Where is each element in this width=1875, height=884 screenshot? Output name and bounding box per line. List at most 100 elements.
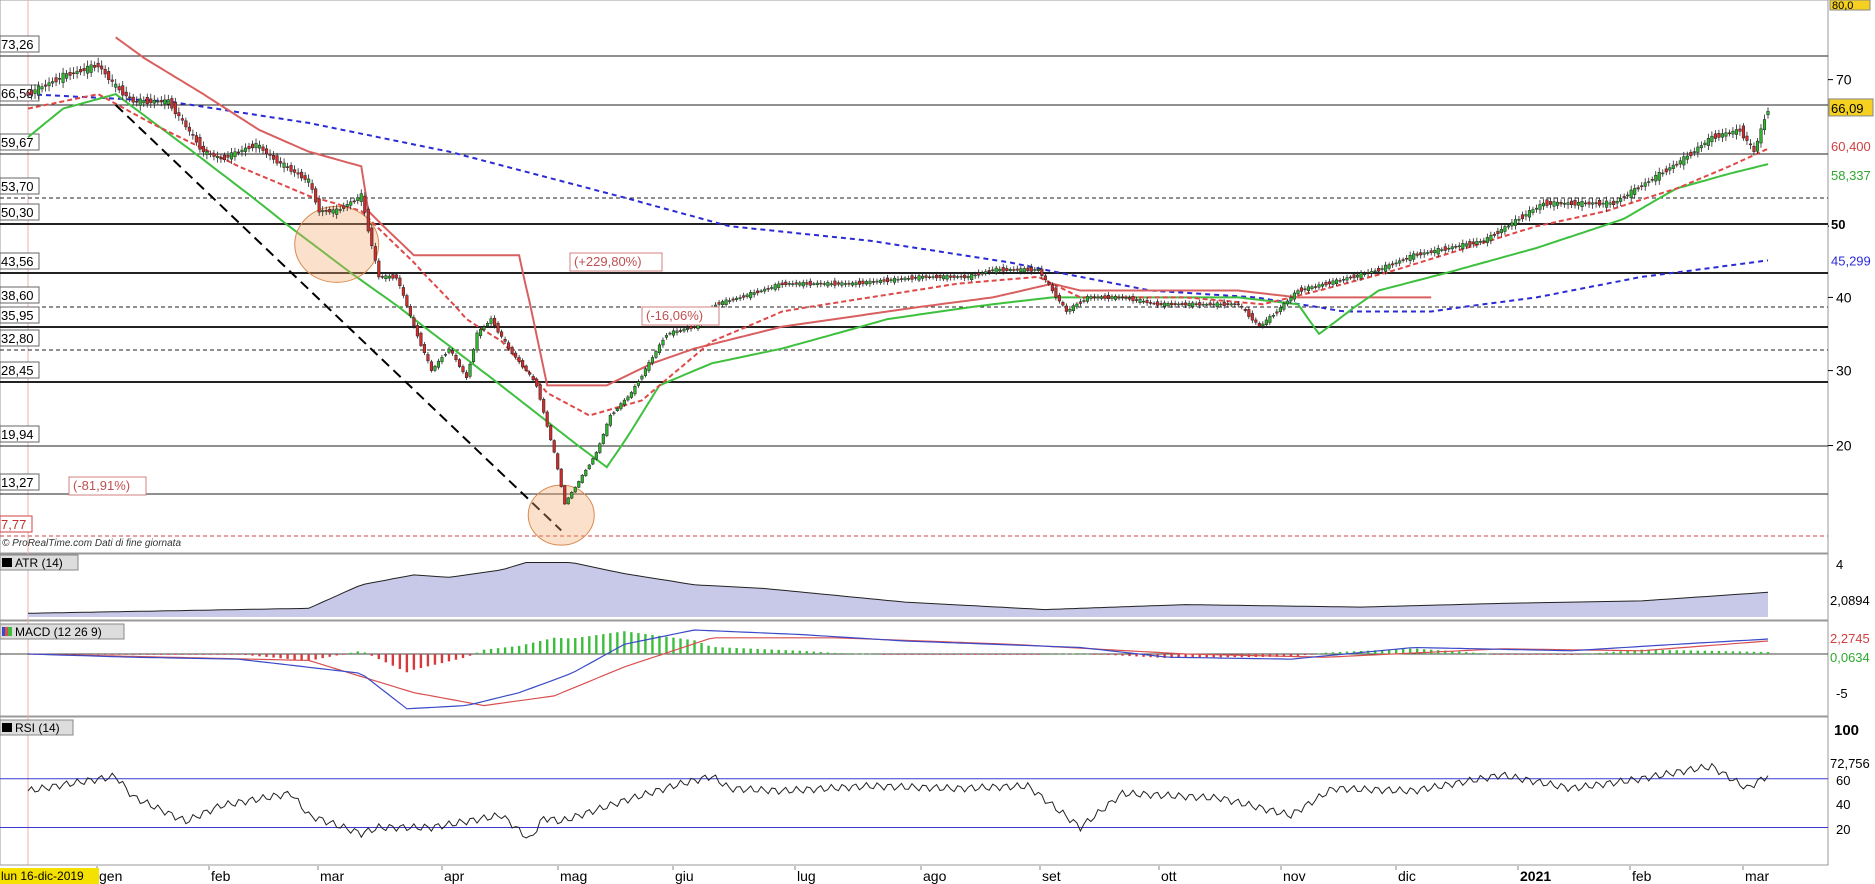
candle-body <box>899 278 904 280</box>
candle-body <box>1201 303 1205 306</box>
candle-body <box>864 281 868 285</box>
macd-hist-bar <box>1030 654 1033 655</box>
candle-body <box>1292 292 1296 300</box>
rsi-label[interactable]: RSI (14) <box>0 719 74 736</box>
candle-body <box>426 354 430 362</box>
candle-body <box>692 326 697 328</box>
candle-body <box>1166 303 1170 307</box>
candle-body <box>566 497 570 505</box>
candle-body <box>1261 323 1265 327</box>
candle-body <box>1050 284 1054 292</box>
candle-body <box>201 145 205 153</box>
candle-body <box>626 396 630 401</box>
candle-body <box>1436 247 1440 255</box>
macd-hist-bar <box>75 654 79 655</box>
macd-hist-bar <box>398 654 402 669</box>
candle-body <box>812 283 816 285</box>
candle-body <box>145 97 149 105</box>
candle-body <box>1177 303 1181 306</box>
macd-hist-bar <box>1072 653 1075 655</box>
candle-body <box>1306 286 1310 292</box>
candle-body <box>219 157 223 160</box>
atr-label[interactable]: ATR (14) <box>0 554 79 571</box>
candle-body <box>142 100 146 104</box>
candle-body <box>1222 301 1226 306</box>
macd-hist-bar <box>1387 649 1391 654</box>
candle-body <box>1219 303 1223 306</box>
candle-body <box>82 68 86 72</box>
level-label: 19,94 <box>1 427 34 442</box>
macd-hist-bar <box>609 633 612 654</box>
candle-body <box>1110 296 1114 299</box>
level-label-box <box>0 473 40 491</box>
candle-body <box>1762 119 1767 131</box>
candle-body <box>1419 252 1423 256</box>
macd-hist-bar <box>945 654 949 655</box>
candle-body <box>1664 168 1668 173</box>
candle-body <box>1654 175 1658 182</box>
candle-body <box>450 350 455 354</box>
candle-body <box>942 275 946 280</box>
candle-body <box>1668 167 1672 171</box>
candle-body <box>1071 305 1075 311</box>
candle-body <box>745 294 749 297</box>
macd-hist-bar <box>475 652 479 654</box>
candle-body <box>131 96 135 103</box>
candle-body <box>272 154 276 160</box>
candle-body <box>1352 274 1356 279</box>
candle-body <box>328 209 332 213</box>
candle-body <box>1212 303 1216 306</box>
candle-body <box>1703 142 1707 146</box>
candle-body <box>840 282 844 286</box>
candle-body <box>742 295 746 298</box>
candle-body <box>152 100 156 104</box>
candle-body <box>984 271 988 274</box>
candle-body <box>714 304 718 307</box>
candle-body <box>422 344 426 354</box>
candle-body <box>1426 252 1430 254</box>
macd-hist-bar <box>1703 650 1707 654</box>
macd-last-value: 2,2745 <box>1830 631 1870 646</box>
candle-body <box>1384 264 1388 272</box>
candle-body <box>1661 172 1665 175</box>
macd-hist-bar <box>896 654 900 655</box>
candle-body <box>317 198 321 213</box>
macd-hist-bar <box>1535 654 1538 655</box>
candle-body <box>1205 303 1209 306</box>
candle-body <box>808 280 812 286</box>
macd-hist-bar <box>1542 654 1545 655</box>
macd-hist-bar <box>560 638 563 654</box>
candle-body <box>110 79 114 82</box>
candle-body <box>780 282 784 286</box>
macd-hist-bar <box>798 650 801 654</box>
macd-hist-bar <box>1142 654 1145 657</box>
macd-hist-bar <box>517 645 521 654</box>
candle-body <box>471 349 476 363</box>
level-label-box <box>0 133 40 151</box>
macd-hist-bar <box>419 654 423 669</box>
macd-hist-bar <box>538 641 542 654</box>
macd-hist-bar <box>980 654 984 655</box>
macd-hist-bar <box>1205 654 1208 658</box>
rsi-panel <box>0 716 1829 866</box>
macd-hist-bar <box>1198 654 1201 658</box>
macd-hist-bar <box>510 646 514 654</box>
candle-body <box>875 280 879 283</box>
price-tick-label: 70 <box>1836 72 1852 88</box>
candle-body <box>1299 287 1303 292</box>
candle-body <box>1047 282 1051 285</box>
macd-hist-bar <box>356 651 359 654</box>
macd-hist-bar <box>1373 650 1377 654</box>
macd-hist-bar <box>370 654 373 656</box>
macd-hist-bar <box>314 654 317 660</box>
top-right-value: 80,0 <box>1832 0 1853 12</box>
x-month-label: ago <box>923 868 947 884</box>
macd-hist-bar <box>1058 653 1061 655</box>
candle-body <box>903 277 907 281</box>
candle-body <box>1615 200 1619 204</box>
macd-hist-bar <box>1528 654 1531 655</box>
candle-body <box>254 143 258 149</box>
macd-hist-bar <box>1738 651 1742 654</box>
macd-label[interactable]: MACD (12 26 9) <box>0 623 125 640</box>
candle-body <box>377 260 381 278</box>
